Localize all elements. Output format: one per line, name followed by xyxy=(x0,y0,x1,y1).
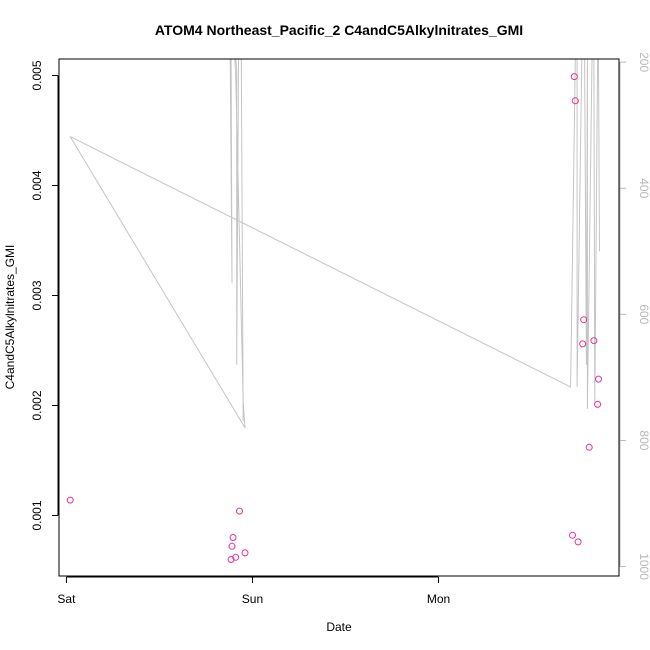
data-point-8 xyxy=(569,531,576,539)
data-point-2 xyxy=(228,542,236,550)
y2-tick-label-3: 600 xyxy=(637,304,650,324)
data-point-12 xyxy=(580,316,588,324)
data-point-9 xyxy=(574,538,582,546)
data-point-11 xyxy=(571,97,579,105)
data-point-15 xyxy=(590,337,598,345)
x-tick-label-3: Mon xyxy=(427,592,450,606)
plot-frame xyxy=(58,58,620,577)
data-point-5 xyxy=(232,553,240,561)
chart-title: ATOM4 Northeast_Pacific_2 C4andC5Alkylni… xyxy=(155,22,523,38)
plot-points xyxy=(66,73,602,563)
data-point-6 xyxy=(236,507,243,515)
data-point-14 xyxy=(585,443,593,451)
data-point-1 xyxy=(66,496,74,504)
x-tick-label-2: Sun xyxy=(242,592,263,606)
pressure-trace-1 xyxy=(69,58,246,429)
x-axis-label: Date xyxy=(326,620,352,634)
data-point-10 xyxy=(570,73,578,81)
y2-tick-label-1: 200 xyxy=(637,52,650,72)
y-tick-label-3: 0.003 xyxy=(30,280,44,310)
data-point-13 xyxy=(579,340,587,348)
pressure-trace-2 xyxy=(69,58,600,409)
y-axis-label: C4andC5Alkylnitrates_GMI xyxy=(3,245,17,390)
y2-tick-label-5: 1000 xyxy=(637,553,650,580)
y2-tick-label-2: 400 xyxy=(637,178,650,198)
data-point-17 xyxy=(595,375,602,383)
data-point-7 xyxy=(241,549,249,557)
y-tick-label-4: 0.004 xyxy=(30,170,44,200)
data-point-3 xyxy=(229,534,237,541)
y-tick-label-1: 0.001 xyxy=(30,500,44,530)
data-point-16 xyxy=(594,400,602,408)
x-tick-label-1: Sat xyxy=(57,592,76,606)
y-tick-label-2: 0.002 xyxy=(30,390,44,420)
y2-tick-label-4: 800 xyxy=(637,430,650,450)
axes: Sat Sun Mon 0.001 0.002 0.003 0.004 0.005 200 400… xyxy=(30,52,650,606)
y-tick-label-5: 0.005 xyxy=(30,60,44,90)
plot-lines xyxy=(69,58,600,429)
